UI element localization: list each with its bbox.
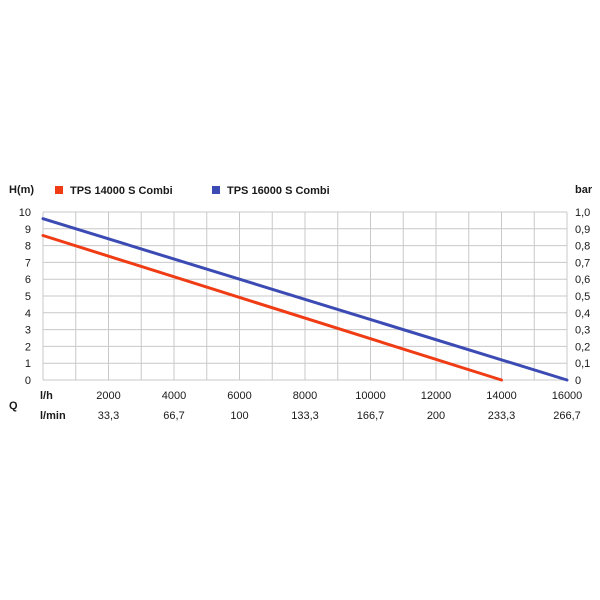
- right-tick-label: 0,5: [575, 291, 590, 303]
- right-tick-label: 0,7: [575, 257, 590, 269]
- legend-label: TPS 16000 S Combi: [227, 185, 330, 197]
- left-tick-label: 7: [25, 257, 31, 269]
- x-tick-lmin: 133,3: [291, 410, 319, 422]
- right-tick-label: 0: [575, 375, 581, 387]
- x-tick-lmin: 33,3: [98, 410, 119, 422]
- right-axis-label: bar: [575, 184, 593, 196]
- x-tick-lh: 14000: [486, 390, 517, 402]
- right-tick-label: 0,1: [575, 358, 590, 370]
- x-tick-lh: 6000: [227, 390, 251, 402]
- series-layer: [41, 217, 569, 382]
- x-tick-lh: 2000: [96, 390, 120, 402]
- x-tick-lmin: 200: [427, 410, 445, 422]
- legend-label: TPS 14000 S Combi: [70, 185, 173, 197]
- left-tick-label: 0: [25, 375, 31, 387]
- x-tick-lh: 10000: [355, 390, 386, 402]
- x-tick-lmin: 233,3: [488, 410, 516, 422]
- left-tick-label: 2: [25, 341, 31, 353]
- left-tick-label: 10: [19, 207, 31, 219]
- left-tick-label: 9: [25, 224, 31, 236]
- x-tick-lh: 8000: [293, 390, 317, 402]
- x-row1-unit: l/h: [40, 390, 53, 402]
- series-line-2: [41, 217, 569, 382]
- text-layer: 01234567891000,10,20,30,40,50,60,70,80,9…: [9, 184, 593, 422]
- x-tick-lmin: 66,7: [163, 410, 184, 422]
- right-tick-label: 0,6: [575, 274, 590, 286]
- series-line-1: [41, 234, 503, 382]
- x-tick-lh: 12000: [421, 390, 452, 402]
- right-tick-label: 0,9: [575, 224, 590, 236]
- left-tick-label: 5: [25, 291, 31, 303]
- right-tick-label: 0,2: [575, 341, 590, 353]
- x-tick-lmin: 166,7: [357, 410, 385, 422]
- left-tick-label: 6: [25, 274, 31, 286]
- grid: [42, 211, 568, 381]
- right-tick-label: 0,4: [575, 308, 590, 320]
- left-tick-label: 8: [25, 241, 31, 253]
- x-tick-lh: 16000: [552, 390, 583, 402]
- right-tick-label: 1,0: [575, 207, 590, 219]
- x-tick-lh: 4000: [162, 390, 186, 402]
- legend-swatch: [55, 186, 63, 194]
- right-tick-label: 0,8: [575, 241, 590, 253]
- x-tick-lmin: 266,7: [553, 410, 581, 422]
- left-axis-label: H(m): [9, 184, 34, 196]
- q-label: Q: [9, 400, 18, 412]
- right-tick-label: 0,3: [575, 325, 590, 337]
- x-tick-lmin: 100: [230, 410, 248, 422]
- left-tick-label: 1: [25, 358, 31, 370]
- legend-swatch: [212, 186, 220, 194]
- left-tick-label: 4: [25, 308, 31, 320]
- x-row2-unit: l/min: [40, 410, 66, 422]
- left-tick-label: 3: [25, 325, 31, 337]
